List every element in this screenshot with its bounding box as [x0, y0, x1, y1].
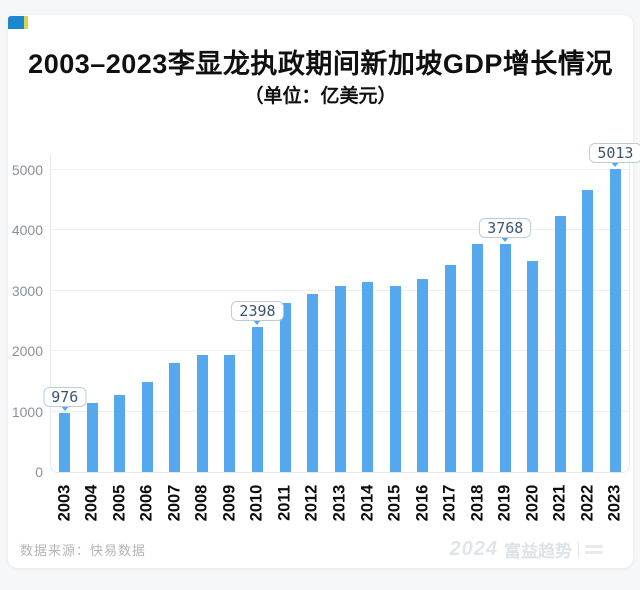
- x-tick-label-2007: 2007: [165, 484, 184, 522]
- watermark-divider: [578, 542, 579, 557]
- gridline-4000: [51, 229, 629, 231]
- logo-yellow-stripe: [24, 16, 28, 29]
- bar-2012: [307, 293, 319, 472]
- x-tick-label-2015: 2015: [385, 484, 404, 522]
- bar-slot-2022: [574, 155, 602, 472]
- bar-slot-2007: [161, 155, 189, 472]
- bar-2005: [114, 394, 126, 472]
- x-tick-label-2017: 2017: [440, 484, 459, 522]
- x-tick-label-2010: 2010: [247, 484, 266, 522]
- chart-title: 2003–2023李显龙执政期间新加坡GDP增长情况: [28, 49, 613, 79]
- bar-slot-2018: [464, 155, 492, 472]
- y-tick-label-0: 0: [35, 464, 43, 480]
- brand-logo-icon: [8, 16, 28, 29]
- annotation-label-2023: 5013: [589, 143, 640, 164]
- bar-2021: [554, 216, 566, 472]
- annotation-label-2010: 2398: [231, 301, 284, 322]
- x-tick-label-2012: 2012: [302, 484, 321, 522]
- bar-slot-2005: [106, 155, 134, 472]
- watermark-smalltext: [585, 545, 603, 554]
- bar-slot-2023: 5013: [589, 143, 640, 472]
- bar-slot-2017: [436, 155, 464, 472]
- bar-2014: [362, 281, 374, 472]
- x-tick-label-2018: 2018: [468, 484, 487, 522]
- bar-2023: [609, 169, 621, 472]
- annotation-label-2019: 3768: [479, 218, 532, 239]
- bar-2013: [334, 286, 346, 472]
- bar-slot-2013: [326, 155, 354, 472]
- bar-2007: [169, 362, 181, 472]
- watermark: 2024 富益趋势: [449, 537, 603, 562]
- y-tick-label-1000: 1000: [11, 403, 43, 420]
- annotation-pointer-2003: [59, 405, 70, 412]
- x-tick-label-2004: 2004: [82, 484, 101, 522]
- data-source-label: 数据来源：快易数据: [20, 543, 147, 558]
- bar-slot-2019: 3768: [479, 155, 532, 472]
- x-tick-label-2019: 2019: [495, 484, 514, 522]
- bar-2017: [444, 264, 456, 472]
- y-tick-label-2000: 2000: [11, 343, 43, 360]
- bar-slot-2008: [189, 155, 217, 472]
- bar-2004: [86, 402, 98, 472]
- bars-container: 976 2398 3768 5013: [43, 143, 640, 472]
- annotation-pointer-2019: [500, 236, 511, 243]
- annotation-label-2003: 976: [43, 387, 87, 408]
- x-tick-label-2023: 2023: [605, 484, 624, 522]
- x-tick-label-2003: 2003: [55, 484, 74, 522]
- x-tick-label-2022: 2022: [578, 484, 597, 522]
- x-tick-label-2005: 2005: [110, 484, 129, 522]
- bar-slot-2004: [79, 155, 107, 472]
- chart-unit-subtitle: （单位：亿美元）: [244, 86, 397, 107]
- bar-slot-2011: [271, 155, 299, 472]
- watermark-year: 2024: [449, 538, 498, 560]
- infographic-card: 2003–2023李显龙执政期间新加坡GDP增长情况 （单位：亿美元） 0 100…: [8, 15, 640, 568]
- x-tick-label-2014: 2014: [358, 484, 377, 522]
- bar-2015: [389, 285, 401, 472]
- y-tick-label-5000: 5000: [11, 162, 43, 178]
- bar-2016: [417, 279, 429, 472]
- x-tick-label-2011: 2011: [275, 485, 294, 521]
- bar-2011: [279, 303, 291, 472]
- x-tick-label-2009: 2009: [220, 484, 239, 522]
- bar-2022: [582, 190, 594, 472]
- bar-2020: [527, 260, 539, 472]
- bar-2018: [472, 244, 484, 472]
- annotation-pointer-2023: [610, 161, 621, 168]
- bar-slot-2016: [409, 155, 437, 472]
- x-tick-label-2008: 2008: [192, 484, 211, 522]
- annotation-pointer-2010: [252, 319, 263, 326]
- gridline-5000: [51, 169, 629, 170]
- bar-slot-2009: [216, 155, 244, 472]
- bar-slot-2015: [381, 155, 409, 472]
- x-tick-label-2006: 2006: [137, 484, 156, 522]
- bar-2010: [251, 327, 263, 472]
- x-tick-label-2013: 2013: [330, 484, 349, 522]
- y-tick-label-3000: 3000: [11, 282, 43, 299]
- bar-slot-2012: [299, 155, 327, 472]
- bar-2009: [224, 354, 236, 472]
- x-tick-label-2021: 2021: [550, 484, 569, 522]
- bar-2003: [59, 413, 71, 472]
- bar-slot-2006: [134, 155, 162, 472]
- bar-slot-2003: 976: [43, 155, 87, 472]
- plot-area: 0 1000 2000 3000 4000 5000 976 2398 3768 5013 2003…: [12, 143, 640, 521]
- watermark-name: 富益趋势: [504, 542, 572, 561]
- y-tick-label-4000: 4000: [11, 222, 43, 239]
- bar-slot-2021: [547, 155, 575, 472]
- bar-2019: [499, 244, 511, 472]
- logo-blue-square: [8, 16, 24, 29]
- x-tick-label-2016: 2016: [413, 484, 432, 522]
- bar-slot-2020: [519, 155, 547, 472]
- bar-2006: [141, 382, 153, 472]
- bar-slot-2014: [354, 155, 382, 472]
- bar-2008: [196, 355, 208, 472]
- bar-slot-2010: 2398: [231, 155, 284, 472]
- x-tick-label-2020: 2020: [523, 484, 542, 522]
